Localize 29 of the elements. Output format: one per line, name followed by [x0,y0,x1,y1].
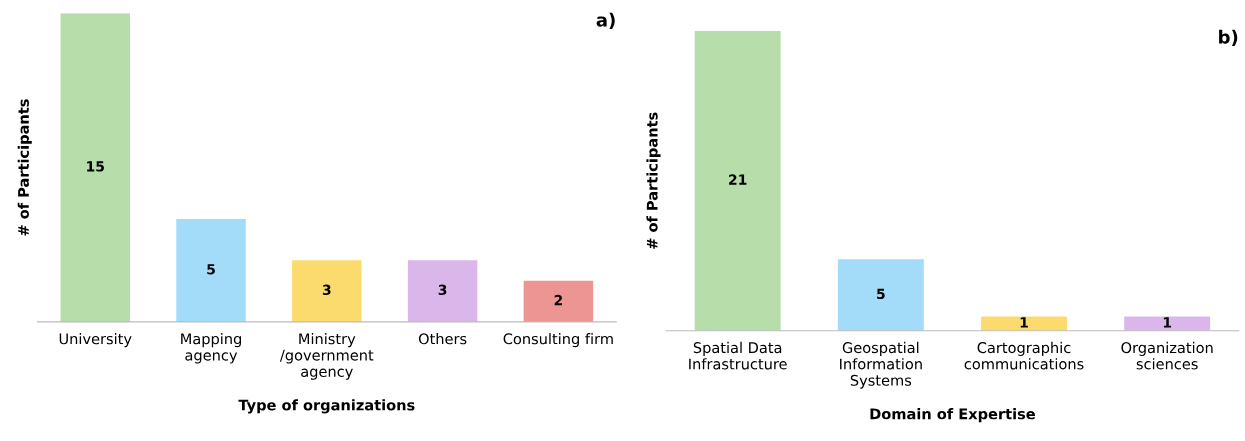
x-axis-title: Type of organizations [238,399,415,414]
x-tick-label: Organization sciences [1121,341,1213,370]
y-axis-title: # of Participants [17,99,32,236]
data-label: 21 [729,174,747,185]
bar [60,13,130,322]
x-tick-label: Geospatial Information Systems [840,341,922,389]
x-tick-label: Cartographic communications [964,341,1084,370]
x-tick-label: University [59,333,132,348]
y-axis-title: # of Participants [646,112,661,249]
bar [523,280,594,322]
bar [292,260,362,322]
x-tick-label: Ministry /government agency [279,333,374,380]
chart-title: b) [1219,29,1238,46]
data-label: 5 [207,264,215,275]
x-axis-title: Domain of Expertise [870,408,1035,423]
data-label: 2 [554,294,563,306]
x-tick-label: Others [418,333,467,345]
x-tick-label: Consulting firm [503,333,613,348]
bar [176,219,246,322]
x-tick-label: Spatial Data Infrastructure [689,341,787,370]
data-label: 15 [87,161,104,172]
data-label: 3 [438,284,447,296]
data-label: 3 [322,284,331,296]
chart-title: a) [596,12,615,29]
data-label: 1 [1163,317,1172,328]
bar [407,260,478,322]
data-label: 5 [877,288,885,300]
data-label: 1 [1020,317,1028,328]
x-tick-label: Mapping agency [181,333,241,364]
